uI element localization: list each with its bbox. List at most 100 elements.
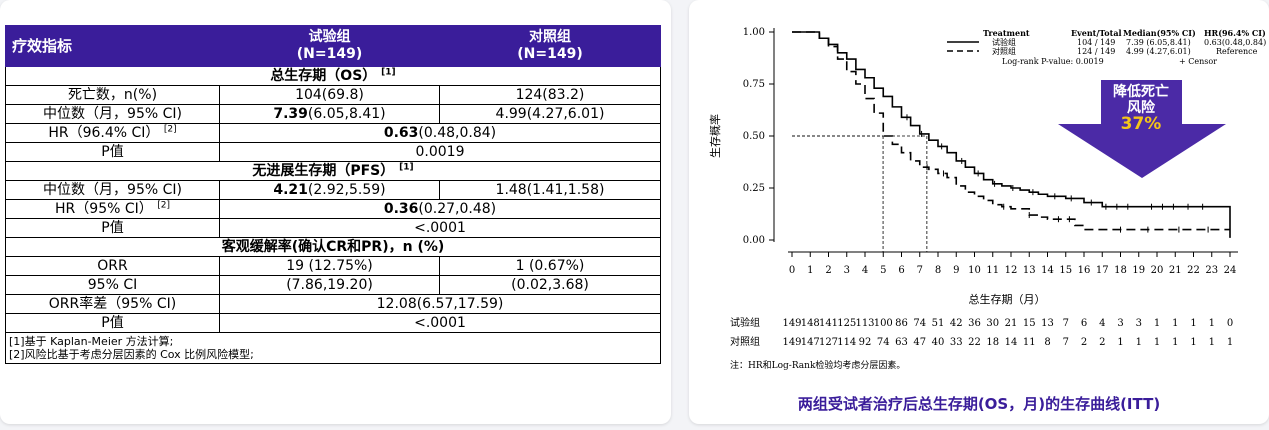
risk-table-cell: 2	[1099, 337, 1105, 348]
risk-table-cell: 7	[1063, 337, 1069, 348]
risk-table-cell: 114	[837, 337, 856, 348]
x-tick-label: 19	[1132, 265, 1145, 276]
orr-p-label: P值	[5, 313, 220, 333]
x-tick-label: 7	[917, 265, 923, 276]
pfs-median-label: 中位数（月，95% CI)	[5, 180, 220, 200]
risk-reduction-percent: 37%	[1120, 114, 1162, 134]
risk-reduction-badge: 降低死亡 风险 37%	[1096, 84, 1186, 134]
risk-table-cell: 113	[855, 318, 874, 329]
y-tick-label: 1.00	[743, 27, 765, 38]
os-p-value: 0.0019	[219, 142, 661, 162]
risk-table-cell: 1	[1136, 337, 1142, 348]
risk-table-cell: 13	[1041, 318, 1054, 329]
risk-table-cell: 1	[1209, 318, 1215, 329]
risk-table-cell: 74	[913, 318, 926, 329]
series-line-trial	[792, 31, 1231, 238]
risk-reduction-text: 降低死亡 风险	[1113, 84, 1169, 116]
table-footnotes: [1]基于 Kaplan-Meier 方法计算; [2]风险比基于考虑分层因素的…	[5, 332, 661, 364]
efficacy-table: 疗效指标 试验组 (N=149) 对照组 (N=149) 总生存期（OS） [1…	[5, 25, 661, 364]
series-line-control	[792, 31, 1230, 231]
os-deaths-label: 死亡数，n(%)	[5, 85, 220, 105]
header-metric: 疗效指标	[5, 25, 220, 67]
risk-table-cell: 100	[874, 318, 893, 329]
risk-table-cell: 42	[950, 318, 963, 329]
x-tick-label: 15	[1059, 265, 1072, 276]
pfs-title-text: 无进展生存期（PFS）	[252, 163, 395, 179]
risk-table-cell: 1	[1172, 318, 1178, 329]
y-tick-label: 0.50	[743, 131, 765, 142]
risk-table-cell: 63	[895, 337, 908, 348]
legend-event-total: 124 / 149	[1077, 47, 1115, 56]
table-row: 中位数（月，95% CI) 7.39(6.05,8.41) 4.99(4.27,…	[5, 104, 661, 124]
legend-treatment: 试验组	[992, 37, 1016, 47]
risk-table-cell: 1	[1190, 337, 1196, 348]
risk-table-cell: 4	[1099, 318, 1105, 329]
pfs-hr-label: HR（95% CI） [2]	[5, 199, 220, 219]
risk-table-cell: 92	[859, 337, 872, 348]
risk-table-cell: 36	[968, 318, 981, 329]
x-tick-label: 11	[986, 265, 999, 276]
x-tick-label: 0	[789, 265, 795, 276]
pfs-hr-rest: (0.27,0.48)	[418, 201, 497, 217]
risk-table-row-label: 试验组	[730, 316, 760, 329]
os-deaths-trial: 104(69.8)	[219, 85, 440, 105]
risk-table-cell: 86	[895, 318, 908, 329]
legend-treatment: 对照组	[992, 46, 1016, 56]
os-median-trial-bold: 7.39	[273, 106, 308, 122]
risk-table-cell: 7	[1063, 318, 1069, 329]
risk-table-cell: 74	[877, 337, 890, 348]
risk-table-cell: 1	[1172, 337, 1178, 348]
risk-table-cell: 1	[1117, 337, 1123, 348]
os-p-label: P值	[5, 142, 220, 162]
risk-table-cell: 149	[782, 318, 801, 329]
table-row: P值 0.0019	[5, 142, 661, 162]
pfs-median-trial-rest: (2.92,5.59)	[307, 182, 386, 198]
legend-event-total: 104 / 149	[1077, 38, 1115, 47]
risk-table-cell: 30	[986, 318, 999, 329]
table-row: HR（96.4% CI） [2] 0.63(0.48,0.84)	[5, 123, 661, 143]
footnote-1: [1]基于 Kaplan-Meier 方法计算;	[9, 335, 174, 348]
table-row: P值 <.0001	[5, 313, 661, 333]
risk-table-cell: 147	[801, 337, 820, 348]
orr-ci-label: 95% CI	[5, 275, 220, 295]
risk-table-cell: 47	[913, 337, 926, 348]
os-section-row: 总生存期（OS） [1]	[5, 66, 661, 86]
risk-table-cell: 148	[801, 318, 820, 329]
footnote-row: [1]基于 Kaplan-Meier 方法计算; [2]风险比基于考虑分层因素的…	[5, 332, 661, 364]
y-tick-label: 0.25	[743, 183, 765, 194]
os-median-trial: 7.39(6.05,8.41)	[219, 104, 440, 124]
risk-table-cell: 1	[1154, 337, 1160, 348]
pfs-hr-value: 0.36(0.27,0.48)	[219, 199, 661, 219]
risk-table-cell: 3	[1136, 318, 1142, 329]
orr-section-title: 客观缓解率(确认CR和PR)，n (%)	[5, 237, 661, 257]
orr-trial: 19 (12.75%)	[219, 256, 440, 276]
risk-table-cell: 14	[1005, 337, 1018, 348]
legend-pvalue: Log-rank P-value: 0.0019	[1002, 57, 1104, 66]
risk-table-cell: 3	[1117, 318, 1123, 329]
legend-header: Treatment	[983, 28, 1030, 38]
x-tick-label: 16	[1078, 265, 1091, 276]
risk-table-cell: 1	[1154, 318, 1160, 329]
header-control-text: 对照组 (N=149)	[517, 29, 583, 62]
y-tick-label: 0.75	[743, 79, 765, 90]
pfs-p-value: <.0001	[219, 218, 661, 238]
orr-label: ORR	[5, 256, 220, 276]
x-tick-label: 5	[880, 265, 886, 276]
os-median-label: 中位数（月，95% CI)	[5, 104, 220, 124]
pfs-hr-label-text: HR（95% CI）	[55, 201, 153, 217]
legend-hr: 0.63(0.48,0.84)	[1204, 38, 1266, 47]
pfs-hr-bold: 0.36	[383, 201, 419, 217]
y-axis-label: 生存概率	[708, 114, 722, 158]
os-hr-rest: (0.48,0.84)	[418, 125, 497, 141]
table-header-row: 疗效指标 试验组 (N=149) 对照组 (N=149)	[5, 25, 661, 67]
risk-table-cell: 1	[1190, 318, 1196, 329]
x-tick-label: 9	[953, 265, 959, 276]
x-tick-label: 6	[898, 265, 904, 276]
x-axis-label: 总生存期（月）	[969, 292, 1046, 306]
os-title-text: 总生存期（OS）	[270, 68, 377, 84]
x-tick-label: 14	[1041, 265, 1054, 276]
header-trial-group: 试验组 (N=149)	[219, 25, 440, 67]
x-tick-label: 3	[844, 265, 850, 276]
x-tick-label: 4	[862, 265, 868, 276]
table-row: HR（95% CI） [2] 0.36(0.27,0.48)	[5, 199, 661, 219]
